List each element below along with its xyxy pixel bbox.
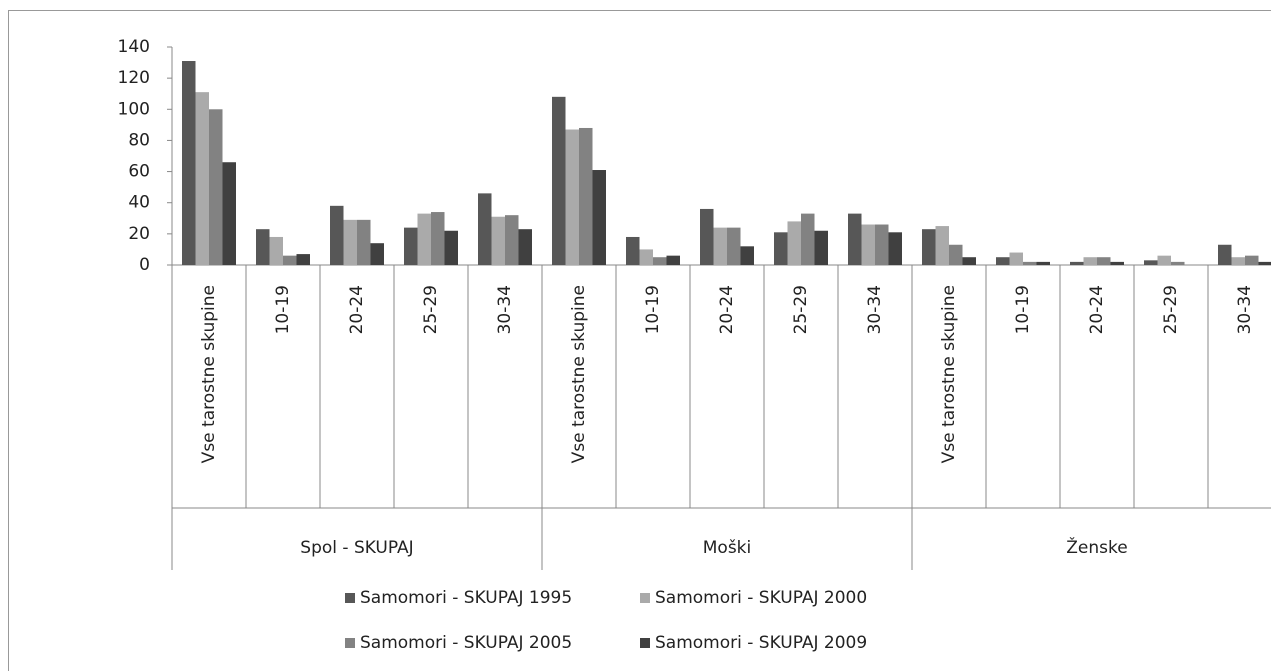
bar <box>478 193 492 265</box>
bar <box>1218 244 1232 265</box>
bar <box>713 227 727 265</box>
bar <box>431 212 445 265</box>
bar <box>1009 252 1023 265</box>
bar <box>269 236 283 265</box>
bar <box>296 254 310 265</box>
bar <box>330 205 344 265</box>
bar <box>653 257 667 265</box>
y-tick-label: 100 <box>118 99 150 119</box>
bar <box>370 243 384 265</box>
legend-label: Samomori - SKUPAJ 1995 <box>360 588 572 608</box>
bar <box>565 129 579 265</box>
bar <box>579 127 593 265</box>
bar <box>1258 261 1271 265</box>
bar <box>935 226 949 265</box>
bar <box>1231 257 1245 265</box>
x-tick-label: 10-19 <box>643 285 663 334</box>
bar <box>848 213 862 265</box>
bar <box>626 236 640 265</box>
legend-label: Samomori - SKUPAJ 2009 <box>655 633 867 653</box>
y-tick-label: 80 <box>128 130 150 150</box>
bar <box>417 213 431 265</box>
bar <box>962 257 976 265</box>
bar <box>195 92 209 266</box>
bar <box>404 227 418 265</box>
bar <box>343 219 357 265</box>
x-tick-label: 30-34 <box>495 285 515 334</box>
bar <box>639 249 653 265</box>
legend-swatch <box>640 638 650 648</box>
x-tick-label: 25-29 <box>421 285 441 334</box>
bar <box>996 257 1010 265</box>
bar <box>1036 261 1050 265</box>
bar <box>861 224 875 265</box>
x-tick-label: 20-24 <box>347 285 367 334</box>
bar <box>444 230 458 265</box>
legend-label: Samomori - SKUPAJ 2000 <box>655 588 867 608</box>
bar <box>774 232 788 265</box>
legend-swatch <box>345 638 355 648</box>
bar <box>875 224 889 265</box>
y-tick-label: 140 <box>118 37 150 57</box>
bar <box>518 229 532 265</box>
bar <box>256 229 270 265</box>
x-tick-label: Vse tarostne skupine <box>939 285 959 463</box>
y-tick-label: 60 <box>128 162 150 182</box>
legend-swatch <box>640 593 650 603</box>
x-tick-label: 20-24 <box>717 285 737 334</box>
x-tick-label: 20-24 <box>1087 285 1107 334</box>
bar <box>357 219 371 265</box>
bar <box>949 244 963 265</box>
legend-label: Samomori - SKUPAJ 2005 <box>360 633 572 653</box>
bar <box>1157 255 1171 265</box>
bar <box>888 232 902 265</box>
bar <box>666 255 680 265</box>
bar <box>700 208 714 265</box>
bar <box>1097 257 1111 265</box>
group-label: Moški <box>703 538 752 558</box>
bar <box>182 61 196 266</box>
bar <box>727 227 741 265</box>
bar <box>922 229 936 265</box>
x-tick-label: 25-29 <box>1161 285 1181 334</box>
x-tick-label: 30-34 <box>1235 285 1255 334</box>
y-tick-label: 0 <box>139 255 150 275</box>
x-tick-label: 30-34 <box>865 285 885 334</box>
bar <box>801 213 815 265</box>
bar <box>1083 257 1097 265</box>
bar <box>592 170 606 265</box>
x-tick-label: 10-19 <box>273 285 293 334</box>
group-label: Spol - SKUPAJ <box>300 538 413 558</box>
bar <box>1110 261 1124 265</box>
x-tick-label: Vse tarostne skupine <box>199 285 219 463</box>
bar <box>222 162 236 265</box>
bar <box>1023 261 1037 265</box>
x-tick-label: 25-29 <box>791 285 811 334</box>
bar <box>552 96 566 265</box>
group-label: Ženske <box>1066 536 1127 558</box>
x-tick-label: Vse tarostne skupine <box>569 285 589 463</box>
bar <box>1171 261 1185 265</box>
bar <box>1144 260 1158 265</box>
bar <box>491 216 505 265</box>
chart-border <box>8 10 1271 671</box>
y-tick-label: 20 <box>128 224 150 244</box>
x-tick-label: 10-19 <box>1013 285 1033 334</box>
bar <box>740 246 754 265</box>
legend-swatch <box>345 593 355 603</box>
y-tick-label: 120 <box>118 68 150 88</box>
y-tick-label: 40 <box>128 193 150 213</box>
bar <box>1070 261 1084 265</box>
bar <box>209 109 223 266</box>
bar <box>283 255 297 265</box>
bar <box>505 215 519 265</box>
bar <box>814 230 828 265</box>
bar <box>1245 255 1259 265</box>
bar <box>787 221 801 265</box>
